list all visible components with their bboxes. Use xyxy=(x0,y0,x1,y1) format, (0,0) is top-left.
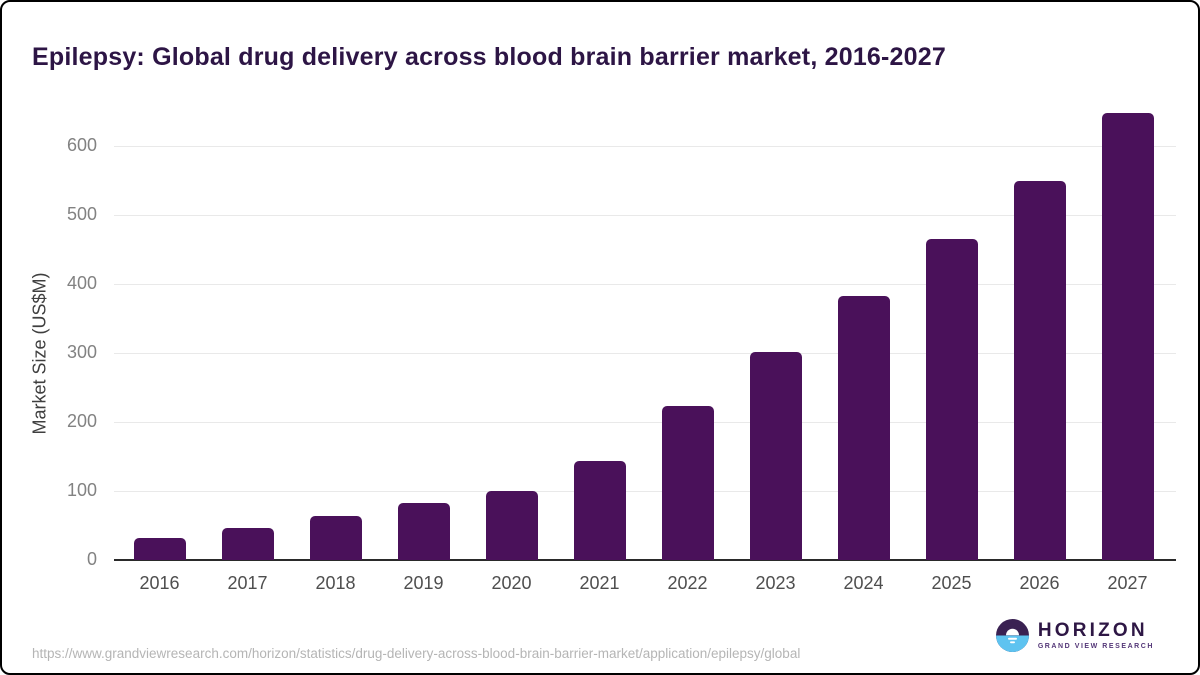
x-tick-label-2019: 2019 xyxy=(403,573,444,593)
bar-2026 xyxy=(1013,180,1066,560)
x-tick-label-2017: 2017 xyxy=(227,573,268,593)
logo-text: HORIZON GRAND VIEW RESEARCH xyxy=(1038,621,1154,650)
bar-2017 xyxy=(221,527,274,560)
gridline-400 xyxy=(114,283,1176,285)
gridline-600 xyxy=(114,145,1176,147)
bar-2018 xyxy=(309,515,362,560)
x-tick-label-2025: 2025 xyxy=(931,573,972,593)
x-tick-label-2024: 2024 xyxy=(843,573,884,593)
x-tick-label-2018: 2018 xyxy=(315,573,356,593)
bar-2027 xyxy=(1101,113,1154,560)
y-tick-label-0: 0 xyxy=(86,549,97,569)
y-tick-label-500: 500 xyxy=(66,204,97,225)
page-title: Epilepsy: Global drug delivery across bl… xyxy=(32,42,946,71)
bar-2021 xyxy=(573,460,626,560)
bar-2023 xyxy=(749,351,802,560)
gridline-500 xyxy=(114,214,1176,216)
y-tick-label-200: 200 xyxy=(66,411,97,432)
logo-name: HORIZON xyxy=(1037,620,1148,641)
plot-area: 0 100 200 300 400 500 600 2016 2017 2018 2019 2020 2… xyxy=(67,112,1176,593)
gridline-300 xyxy=(114,352,1176,354)
y-tick-label-400: 400 xyxy=(66,273,97,294)
horizon-logo: HORIZON GRAND VIEW RESEARCH xyxy=(995,619,1154,652)
x-tick-label-2022: 2022 xyxy=(667,573,708,593)
bar-2024 xyxy=(837,296,890,560)
bar-2020 xyxy=(485,491,538,560)
x-tick-label-2027: 2027 xyxy=(1107,573,1148,593)
x-axis-line xyxy=(114,559,1176,561)
x-tick-label-2021: 2021 xyxy=(579,573,620,593)
y-tick-label-600: 600 xyxy=(66,135,97,156)
x-tick-label-2026: 2026 xyxy=(1019,573,1060,593)
x-tick-label-2020: 2020 xyxy=(491,573,532,593)
logo-tagline: GRAND VIEW RESEARCH xyxy=(1037,643,1154,650)
bar-2022 xyxy=(661,406,714,560)
gridline-100 xyxy=(114,490,1176,492)
y-tick-label-300: 300 xyxy=(66,342,97,363)
bar-2016 xyxy=(133,537,186,560)
x-tick-label-2016: 2016 xyxy=(139,573,180,593)
gridline-200 xyxy=(114,421,1176,423)
bar-2019 xyxy=(397,502,450,560)
bar-2025 xyxy=(925,238,978,560)
y-tick-label-100: 100 xyxy=(66,480,97,501)
x-tick-label-2023: 2023 xyxy=(755,573,796,593)
source-url: https://www.grandviewresearch.com/horizo… xyxy=(32,646,801,661)
horizon-sunset-icon xyxy=(995,619,1029,652)
